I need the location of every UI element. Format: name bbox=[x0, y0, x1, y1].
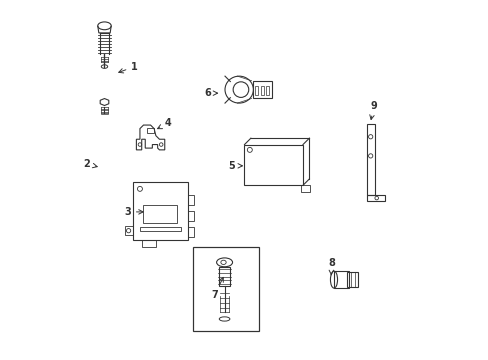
Bar bbox=[142, 240, 156, 247]
Text: 9: 9 bbox=[369, 100, 376, 120]
Text: 4: 4 bbox=[157, 118, 171, 129]
Text: 6: 6 bbox=[203, 88, 217, 98]
Text: 5: 5 bbox=[228, 161, 242, 171]
Bar bbox=[140, 227, 181, 231]
Bar bbox=[265, 86, 268, 95]
Bar bbox=[252, 81, 272, 99]
Bar bbox=[187, 227, 194, 237]
Text: 8: 8 bbox=[327, 258, 334, 275]
Bar bbox=[333, 271, 348, 288]
Bar bbox=[133, 182, 187, 240]
Text: 7: 7 bbox=[210, 278, 223, 300]
Bar bbox=[366, 195, 384, 201]
Bar bbox=[187, 211, 194, 221]
Bar bbox=[366, 124, 374, 195]
Bar bbox=[187, 195, 194, 205]
Bar bbox=[143, 205, 177, 222]
Bar bbox=[218, 267, 230, 287]
Bar bbox=[260, 86, 263, 95]
Bar bbox=[346, 272, 358, 287]
Text: 2: 2 bbox=[83, 159, 97, 169]
Text: 1: 1 bbox=[119, 62, 138, 73]
Bar bbox=[193, 247, 258, 330]
Bar bbox=[244, 145, 303, 185]
Text: 3: 3 bbox=[124, 207, 143, 217]
Bar bbox=[255, 86, 258, 95]
Bar bbox=[301, 185, 309, 192]
Bar bbox=[125, 226, 133, 235]
